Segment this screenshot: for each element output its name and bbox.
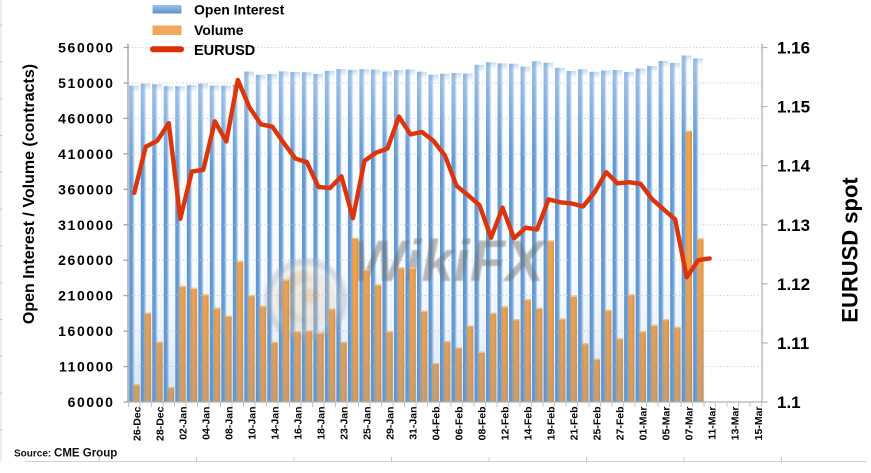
- svg-text:360000: 360000: [58, 181, 114, 197]
- svg-text:14-Feb: 14-Feb: [523, 407, 535, 441]
- svg-text:EURUSD spot: EURUSD spot: [838, 177, 863, 323]
- svg-text:07-Mar: 07-Mar: [684, 407, 696, 441]
- svg-text:06-Feb: 06-Feb: [454, 407, 466, 441]
- svg-text:Open Interest: Open Interest: [194, 2, 285, 18]
- svg-text:21-Feb: 21-Feb: [569, 407, 581, 441]
- svg-text:410000: 410000: [58, 146, 114, 162]
- svg-text:02-Jan: 02-Jan: [177, 407, 189, 440]
- svg-text:01-Mar: 01-Mar: [638, 407, 650, 441]
- svg-text:11-Mar: 11-Mar: [707, 407, 719, 440]
- svg-text:29-Jan: 29-Jan: [384, 407, 396, 440]
- svg-text:08-Jan: 08-Jan: [223, 407, 235, 440]
- svg-text:27-Feb: 27-Feb: [615, 407, 627, 441]
- svg-text:04-Feb: 04-Feb: [430, 407, 442, 441]
- svg-text:110000: 110000: [59, 359, 115, 375]
- svg-text:1.14: 1.14: [777, 157, 811, 176]
- svg-text:31-Jan: 31-Jan: [407, 407, 419, 440]
- svg-text:1.1: 1.1: [777, 393, 801, 412]
- svg-text:Source: CME Group: Source: CME Group: [14, 448, 117, 460]
- svg-text:13-Mar: 13-Mar: [730, 407, 742, 441]
- svg-text:08-Feb: 08-Feb: [477, 407, 489, 441]
- svg-text:1.13: 1.13: [777, 216, 810, 235]
- svg-text:560000: 560000: [58, 40, 114, 56]
- svg-text:1.11: 1.11: [777, 334, 809, 353]
- svg-text:12-Feb: 12-Feb: [500, 407, 512, 441]
- svg-text:260000: 260000: [58, 252, 114, 268]
- svg-text:04-Jan: 04-Jan: [200, 407, 212, 440]
- svg-text:25-Feb: 25-Feb: [592, 407, 604, 441]
- svg-text:16-Jan: 16-Jan: [292, 407, 304, 440]
- svg-text:210000: 210000: [58, 288, 114, 304]
- svg-text:19-Feb: 19-Feb: [546, 407, 558, 441]
- svg-text:28-Dec: 28-Dec: [154, 406, 166, 441]
- svg-text:1.12: 1.12: [777, 275, 810, 294]
- svg-text:160000: 160000: [58, 323, 114, 339]
- svg-text:1.16: 1.16: [777, 39, 810, 58]
- svg-text:EURUSD: EURUSD: [194, 43, 255, 59]
- svg-text:1.15: 1.15: [777, 98, 810, 117]
- svg-text:26-Dec: 26-Dec: [131, 406, 143, 441]
- svg-text:Volume: Volume: [194, 22, 244, 38]
- svg-text:14-Jan: 14-Jan: [269, 407, 281, 440]
- svg-text:18-Jan: 18-Jan: [315, 407, 327, 440]
- svg-text:510000: 510000: [58, 75, 114, 91]
- svg-text:460000: 460000: [58, 110, 114, 126]
- svg-text:25-Jan: 25-Jan: [361, 407, 373, 440]
- svg-text:310000: 310000: [58, 217, 114, 233]
- svg-text:05-Mar: 05-Mar: [661, 407, 673, 441]
- svg-text:10-Jan: 10-Jan: [246, 407, 258, 440]
- svg-text:15-Mar: 15-Mar: [753, 407, 765, 441]
- svg-text:Open Interest / Volume (contra: Open Interest / Volume (contracts): [21, 64, 38, 324]
- svg-text:23-Jan: 23-Jan: [338, 407, 350, 440]
- svg-text:60000: 60000: [68, 394, 115, 410]
